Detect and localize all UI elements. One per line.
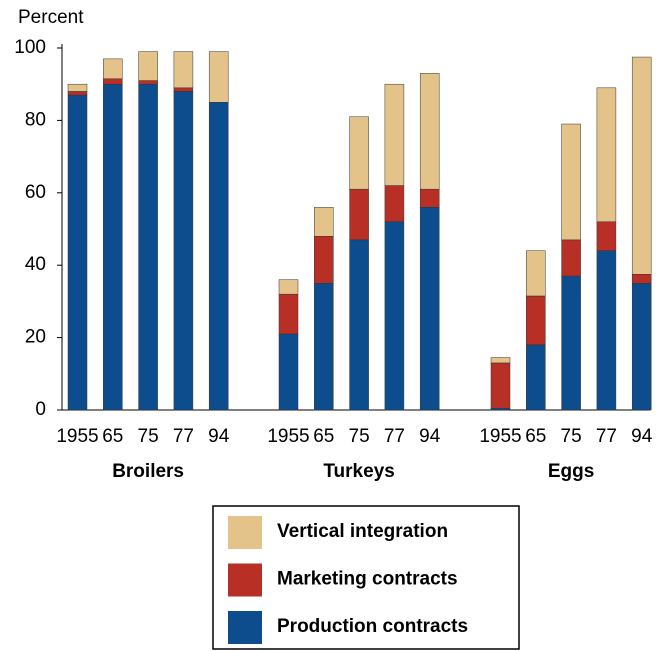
x-tick-label: 1955 [267,426,309,447]
bar-segment [314,283,334,411]
bar-segment [596,87,617,223]
bar-segment [138,83,158,411]
bar-segment [384,83,405,186]
bar-segment [561,239,581,277]
bar-segment [384,221,405,411]
x-tick-label: 65 [102,426,123,447]
bar-segment [490,362,511,409]
bar-segment [526,250,546,297]
y-tick-label: 20 [25,327,46,348]
y-tick-label: 80 [25,109,46,130]
bar-segment [208,102,229,411]
bar-segment [526,295,546,346]
x-tick-label: 65 [313,426,334,447]
bar-segment [314,235,334,284]
x-tick-label: 94 [419,426,441,447]
x-tick-label: 75 [561,426,582,447]
y-tick-label: 60 [25,182,46,203]
y-tick-label: 40 [25,254,46,275]
bar-segment [103,83,123,411]
bar-segment [384,185,405,223]
bar-segment [173,87,194,92]
legend-label: Marketing contracts [277,569,458,590]
x-tick-label: 1955 [479,426,521,447]
bar-segment [103,78,123,85]
bar-segment [490,407,511,411]
bar-segment [349,188,369,241]
legend-swatch [228,563,262,597]
bar-segment [349,239,369,411]
bar-segment [631,56,652,275]
bar-segment [526,344,546,411]
legend-label: Production contracts [277,616,468,637]
bar-segment [278,333,299,411]
bar-segment [314,207,334,237]
bar-segment [278,279,299,295]
x-tick-label: 1955 [56,426,98,447]
legend-swatch [228,516,262,549]
x-tick-label: 77 [173,426,194,447]
x-tick-label: 77 [596,426,617,447]
bar-segment [490,357,511,364]
x-tick-label: 75 [349,426,370,447]
y-tick-label: 100 [14,37,46,58]
bar-segment [173,91,194,411]
bar-segment [561,123,581,241]
legend-label: Vertical integration [277,521,448,542]
x-tick-label: 65 [525,426,546,447]
group-label: Turkeys [323,461,394,482]
bar-segment [631,274,652,284]
bar-segment [138,80,158,85]
bar-segment [67,83,88,92]
bar-segment [208,51,229,103]
bar-segment [278,293,299,335]
x-tick-label: 77 [384,426,405,447]
bar-segment [561,275,581,411]
x-tick-label: 94 [208,426,230,447]
y-axis-label: Percent [18,7,84,28]
bar-segment [631,283,652,411]
y-tick-label: 0 [35,399,46,420]
legend-box [212,505,520,650]
bar-segment [173,51,194,89]
bar-segment [138,51,158,81]
x-tick-label: 75 [138,426,159,447]
bar-segment [419,73,440,190]
bar-segment [419,188,440,208]
bar-segment [103,58,123,80]
bar-segment [596,250,617,411]
bar-segment [596,221,617,251]
legend-swatch [228,611,262,644]
group-label: Eggs [548,461,594,482]
group-label: Broilers [112,461,184,482]
bar-segment [67,91,88,96]
bar-segment [349,116,369,190]
x-tick-label: 94 [631,426,653,447]
bar-segment [67,94,88,411]
bar-segment [419,207,440,411]
